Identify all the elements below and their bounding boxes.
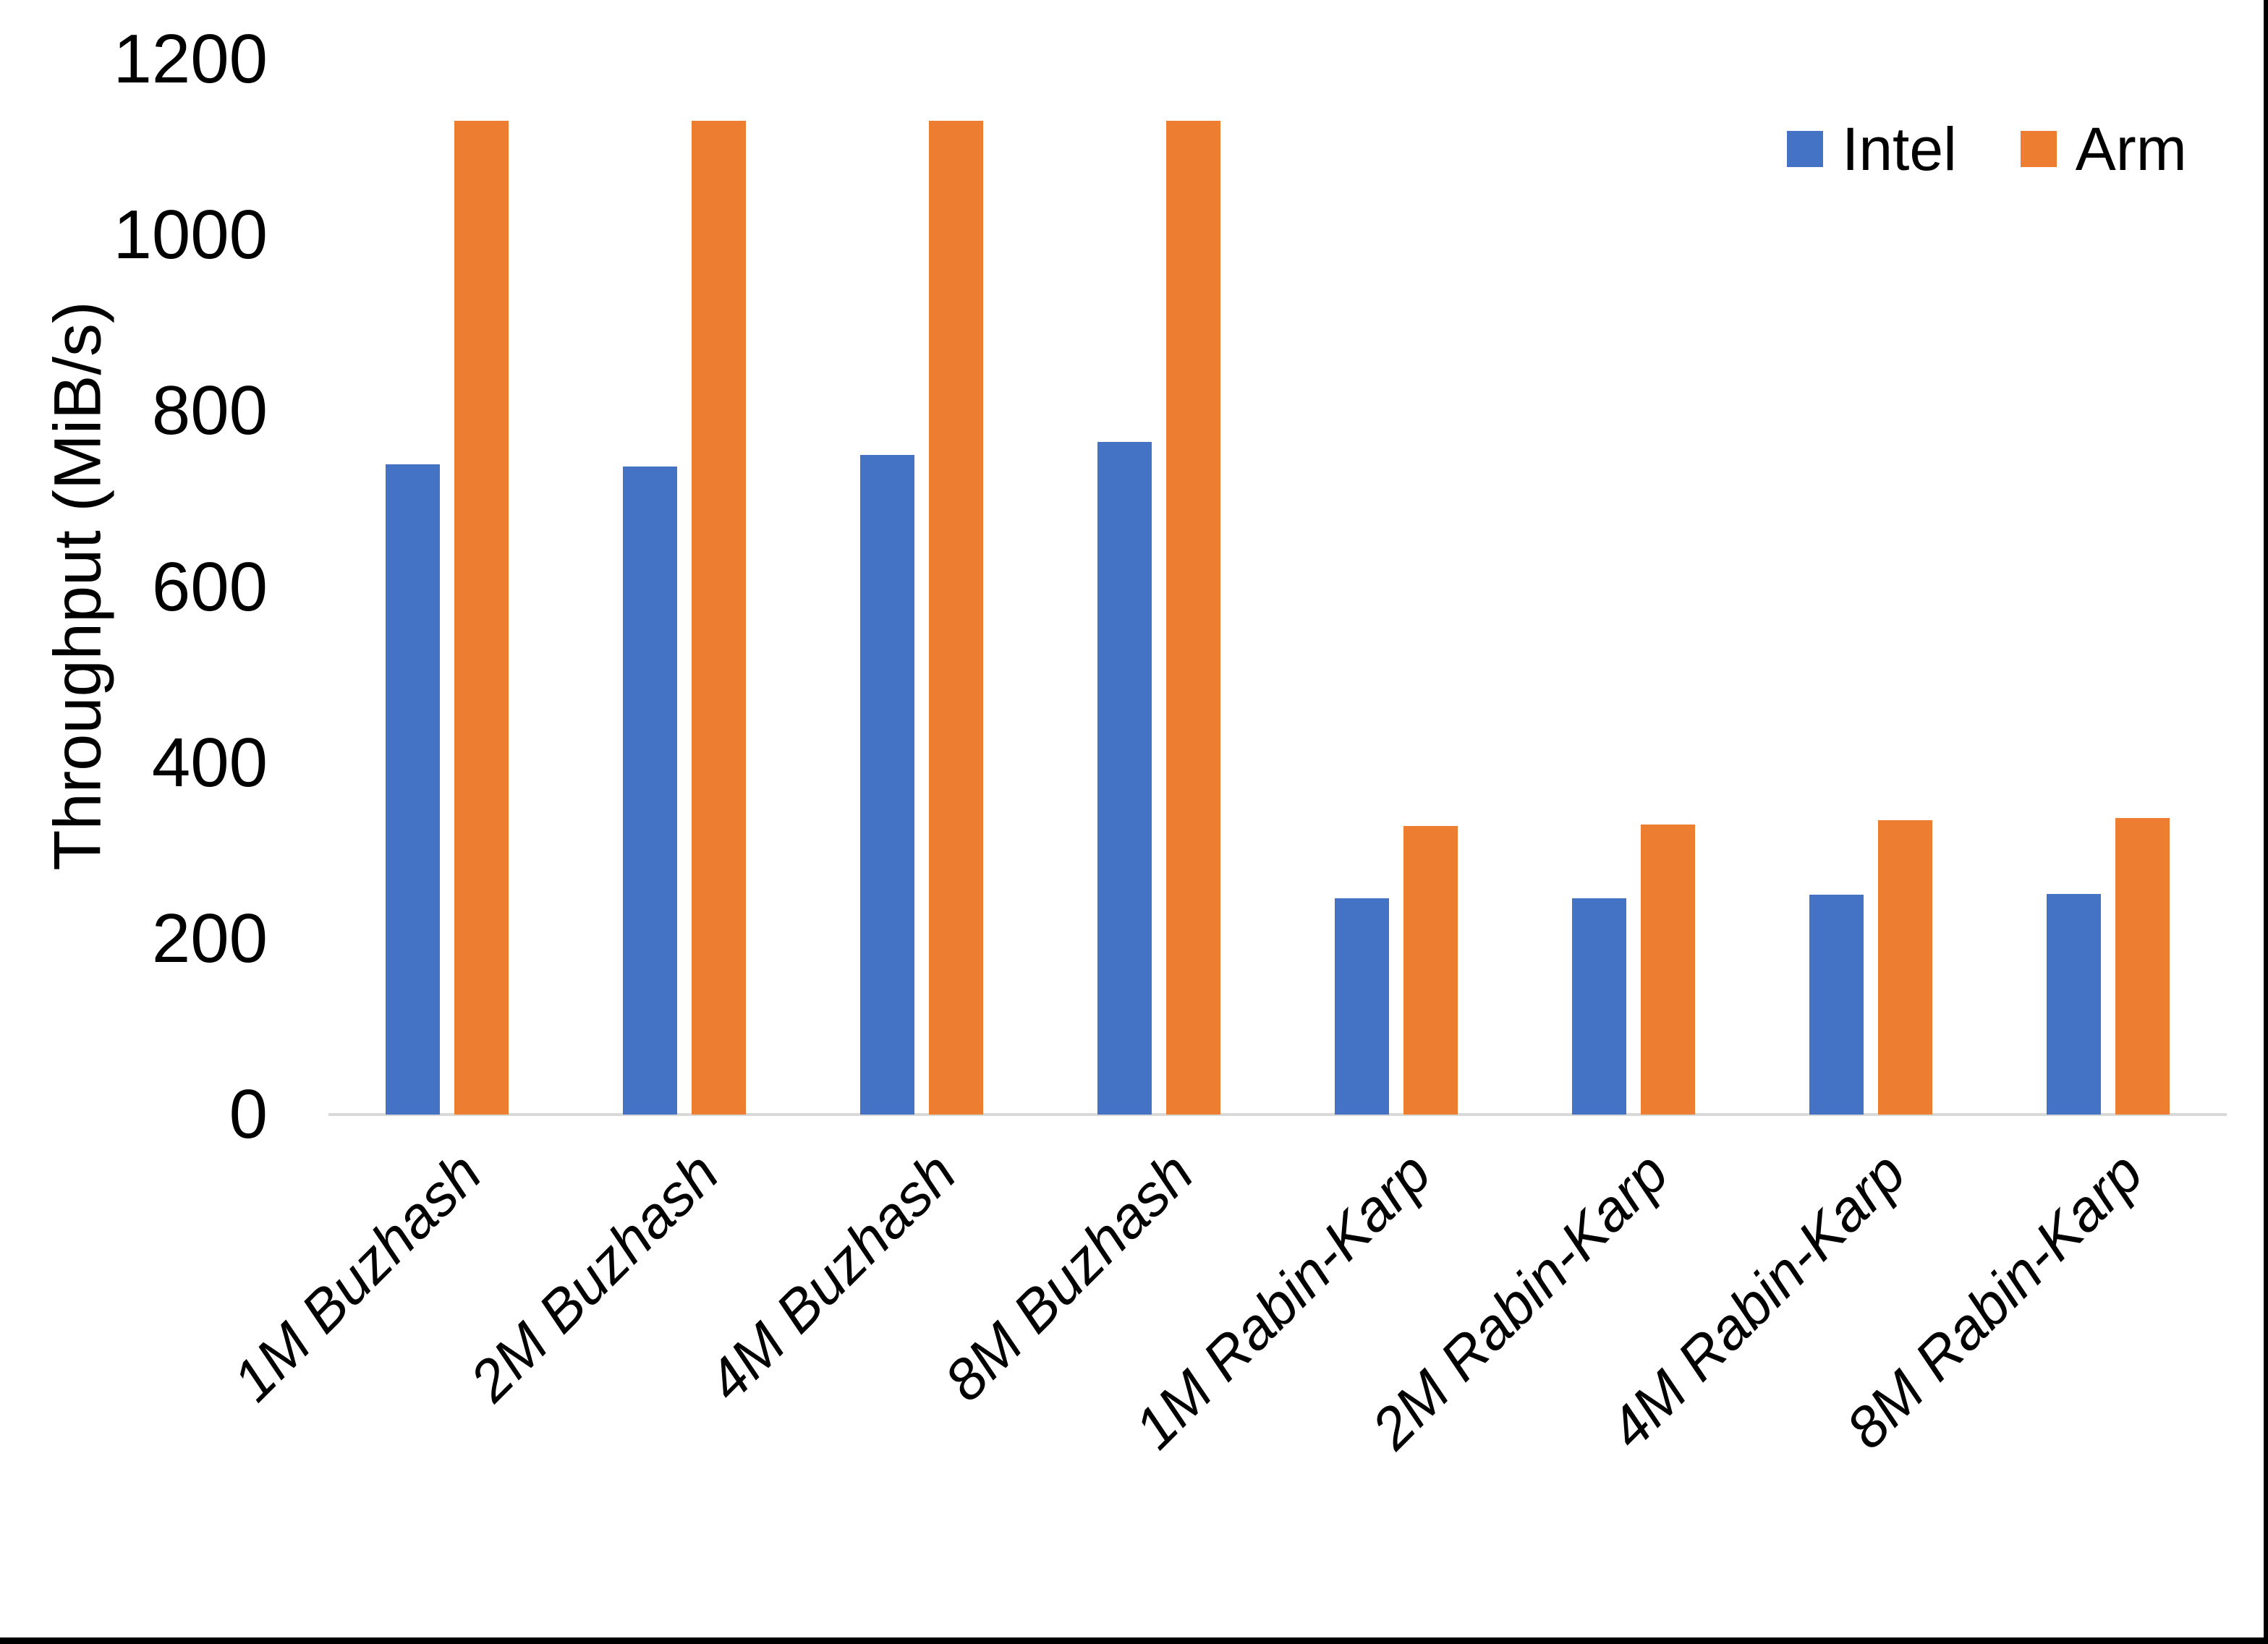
bar-arm-1m-buzhash (454, 121, 509, 1115)
bar-arm-4m-buzhash (929, 121, 983, 1115)
legend-swatch-arm (2020, 131, 2057, 167)
y-tick-label-400: 400 (151, 723, 268, 801)
y-tick-label-200: 200 (151, 899, 268, 977)
y-tick-label-0: 0 (229, 1076, 268, 1153)
bar-intel-4m-buzhash (860, 455, 914, 1115)
legend-label-arm: Arm (2075, 115, 2187, 183)
y-tick-label-800: 800 (151, 372, 268, 450)
bar-arm-4m-rabin-karp (1878, 819, 1932, 1115)
x-axis-label-2m-buzhash: 2M Buzhash (458, 1140, 731, 1413)
bar-intel-1m-buzhash (386, 464, 440, 1115)
bar-intel-8m-rabin-karp (2047, 893, 2101, 1115)
bar-intel-2m-rabin-karp (1572, 898, 1626, 1115)
legend-item-arm: Arm (2020, 115, 2187, 183)
x-axis-line (328, 1113, 2227, 1116)
x-axis-label-4m-buzhash: 4M Buzhash (695, 1140, 969, 1413)
y-tick-label-1000: 1000 (113, 196, 268, 274)
bar-intel-8m-buzhash (1097, 441, 1152, 1115)
legend-item-intel: Intel (1787, 119, 1957, 179)
legend-label-intel: Intel (1842, 115, 1957, 183)
bar-intel-4m-rabin-karp (1809, 895, 1864, 1115)
bar-intel-2m-buzhash (623, 466, 677, 1115)
window-edge-right (2264, 0, 2268, 1644)
y-axis-tick-labels: 0 200 400 600 800 1000 1200 (0, 0, 268, 1644)
bar-arm-1m-rabin-karp (1403, 826, 1458, 1115)
bar-arm-2m-buzhash (692, 121, 746, 1115)
y-tick-label-600: 600 (151, 548, 268, 626)
window-edge-bottom (0, 1637, 2268, 1644)
bar-arm-8m-rabin-karp (2115, 818, 2170, 1115)
bar-intel-1m-rabin-karp (1335, 898, 1389, 1115)
x-axis-label-8m-buzhash: 8M Buzhash (933, 1140, 1206, 1413)
y-tick-label-1200: 1200 (113, 20, 268, 98)
bar-arm-8m-buzhash (1166, 121, 1220, 1115)
legend: Intel Arm (1787, 113, 2187, 185)
bar-arm-2m-rabin-karp (1641, 824, 1695, 1115)
legend-swatch-intel (1787, 131, 1823, 167)
